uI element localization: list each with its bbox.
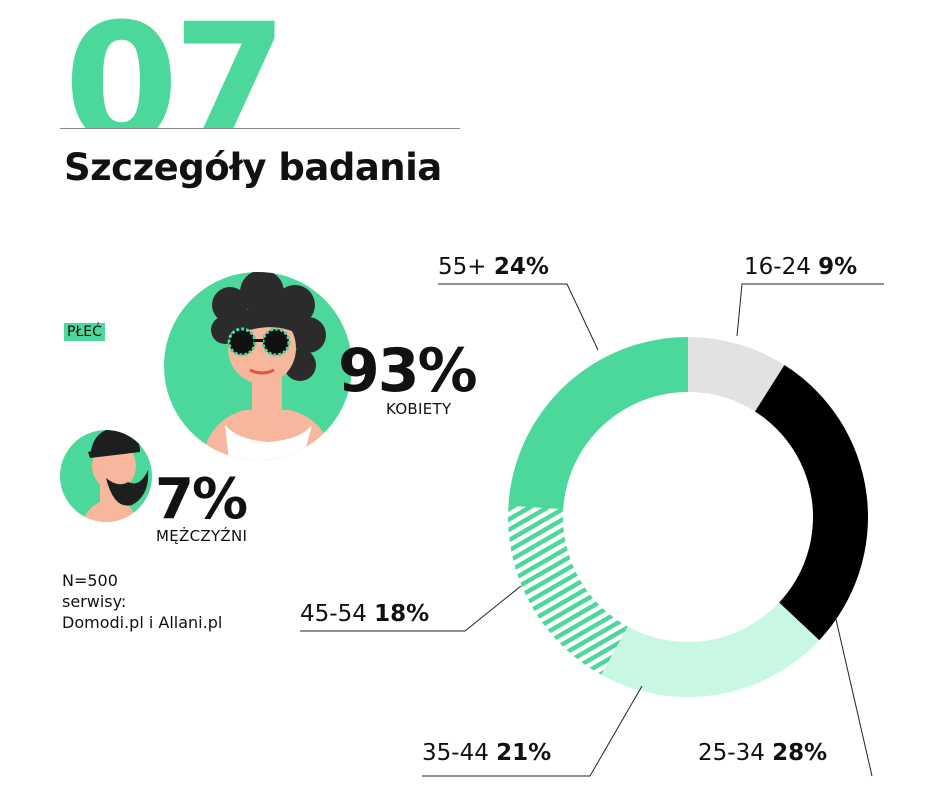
segment-value: 18% — [374, 601, 430, 627]
section-number-text: 07 — [64, 0, 288, 129]
segment-value: 24% — [493, 254, 549, 280]
segment-category: 45-54 — [300, 601, 367, 627]
leader-55plus — [438, 283, 599, 351]
segment-label-45-54: 45-54 18% — [300, 603, 429, 626]
segment-label-16-24: 16-24 9% — [744, 256, 857, 279]
segment-category: 55+ — [438, 254, 487, 280]
segment-category: 25-34 — [698, 740, 765, 766]
section-number: 07 — [60, 0, 460, 129]
gender-label: PŁEĆ — [64, 323, 105, 341]
donut-segment-45-54 — [508, 505, 628, 675]
segment-label-55plus: 55+ 24% — [438, 256, 549, 279]
donut-leader-lines — [300, 283, 884, 777]
leader-25-34 — [834, 614, 873, 777]
segment-label-25-34: 25-34 28% — [698, 742, 827, 765]
woman-avatar-icon — [164, 272, 352, 460]
sample-size: N=500 — [62, 571, 118, 590]
segment-category: 35-44 — [422, 740, 489, 766]
women-caption: KOBIETY — [386, 400, 452, 418]
page-title: Szczegóły badania — [64, 146, 442, 189]
men-caption: MĘŻCZYŹNI — [156, 527, 248, 545]
donut-segment-16-24 — [688, 337, 785, 412]
women-percent: 93% — [338, 336, 478, 406]
donut-chart — [508, 337, 868, 697]
segment-label-35-44: 35-44 21% — [422, 742, 551, 765]
leader-45-54 — [300, 585, 522, 632]
survey-info: N=500 serwisy: Domodi.pl i Allani.pl — [62, 570, 222, 633]
segment-category: 16-24 — [744, 254, 811, 280]
donut-segment-35-44 — [601, 602, 820, 697]
services-list: Domodi.pl i Allani.pl — [62, 613, 223, 632]
header-divider — [60, 128, 460, 129]
donut-segment-25-34 — [754, 365, 868, 641]
segment-value: 9% — [818, 254, 858, 280]
segment-value: 21% — [496, 740, 552, 766]
donut-segment-55plus — [508, 337, 688, 510]
segment-value: 28% — [772, 740, 828, 766]
services-label: serwisy: — [62, 592, 127, 611]
leader-35-44 — [422, 685, 643, 777]
leader-16-24 — [736, 283, 884, 337]
man-avatar-icon — [60, 430, 152, 522]
men-percent: 7% — [155, 467, 248, 532]
